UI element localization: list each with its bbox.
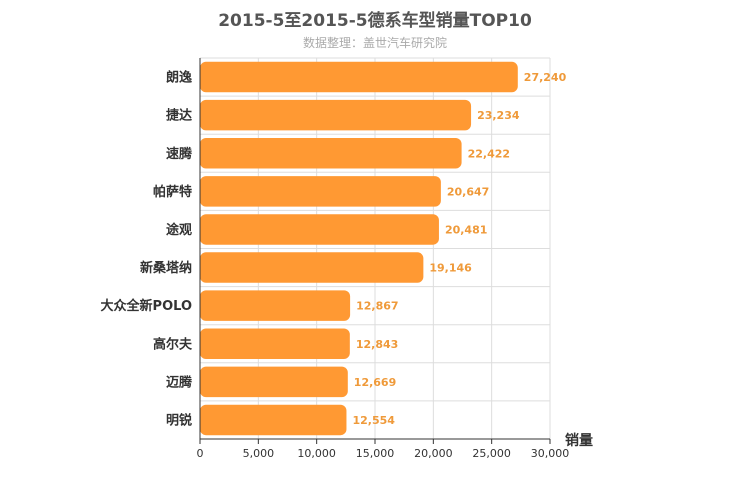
bar <box>200 138 462 169</box>
value-label: 12,554 <box>352 414 395 427</box>
chart-subtitle: 数据整理：盖世汽车研究院 <box>302 36 447 50</box>
category-label: 帕萨特 <box>153 184 192 200</box>
value-label: 27,240 <box>524 71 567 84</box>
bar <box>200 214 439 245</box>
bar <box>200 328 350 359</box>
x-tick-label: 5,000 <box>243 447 275 460</box>
x-tick-label: 25,000 <box>472 447 511 460</box>
chart-title: 2015-5至2015-5德系车型销量TOP10 <box>218 11 532 31</box>
bar <box>200 99 472 131</box>
bar <box>200 176 441 207</box>
category-label: 速腾 <box>166 146 193 162</box>
x-tick-label: 0 <box>197 447 204 460</box>
bar <box>200 61 518 93</box>
value-label: 22,422 <box>468 147 510 160</box>
bar <box>200 366 348 398</box>
x-tick-label: 20,000 <box>414 447 453 460</box>
category-label: 途观 <box>166 222 192 238</box>
category-label: 迈腾 <box>166 374 193 390</box>
x-tick-label: 30,000 <box>531 447 570 460</box>
bar <box>200 404 347 436</box>
value-label: 12,843 <box>356 338 398 351</box>
x-tick-label: 15,000 <box>356 447 395 460</box>
value-label: 20,481 <box>445 223 487 236</box>
x-tick-label: 10,000 <box>297 447 336 460</box>
category-label: 高尔夫 <box>153 336 193 352</box>
bar <box>200 252 424 283</box>
value-label: 12,867 <box>356 300 398 313</box>
value-label: 12,669 <box>354 376 396 389</box>
category-label: 捷达 <box>166 108 192 124</box>
category-label: 新桑塔纳 <box>140 260 192 276</box>
category-label: 朗逸 <box>166 70 192 86</box>
value-label: 19,146 <box>429 262 472 275</box>
value-label: 23,234 <box>477 109 520 122</box>
x-axis-title: 销量 <box>565 433 593 449</box>
bar <box>200 290 351 321</box>
category-label: 大众全新POLO <box>101 298 192 314</box>
category-label: 明锐 <box>166 412 192 428</box>
value-label: 20,647 <box>447 185 489 198</box>
